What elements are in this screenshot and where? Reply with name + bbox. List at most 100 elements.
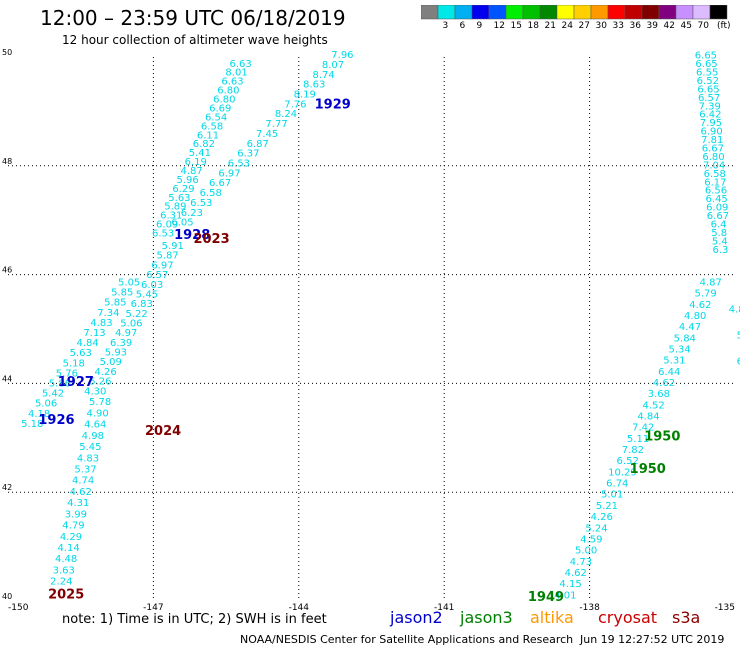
wave-height-value: 5.11 bbox=[627, 434, 649, 445]
lon-tick-label: -141 bbox=[434, 603, 454, 613]
wave-height-value: 7.96 bbox=[331, 50, 353, 61]
wave-height-value: 6.11 bbox=[197, 130, 219, 141]
wave-height-value: 4.14 bbox=[57, 543, 79, 554]
wave-height-value: 5 bbox=[737, 331, 740, 342]
wave-height-value: 6.23 bbox=[181, 208, 203, 219]
timestamp-footer: Jun 19 12:27:52 UTC 2019 bbox=[580, 633, 725, 646]
satellite-legend-item: jason3 bbox=[460, 608, 513, 627]
legend-unit: (ft) bbox=[717, 21, 731, 31]
wave-height-value: 6.80 bbox=[702, 152, 724, 163]
wave-height-value: 3.63 bbox=[53, 565, 75, 576]
wave-height-value: 6.52 bbox=[617, 456, 639, 467]
wave-height-value: 5.18 bbox=[21, 419, 43, 430]
wave-height-value: 6.42 bbox=[699, 110, 721, 121]
legend-label: 27 bbox=[578, 21, 590, 31]
wave-height-value: 4.84 bbox=[637, 412, 659, 423]
wave-height-value: 5.87 bbox=[156, 251, 178, 262]
wave-height-value: 4.79 bbox=[62, 521, 84, 532]
lon-tick-label: -144 bbox=[289, 603, 310, 613]
wave-height-value: 4.74 bbox=[72, 476, 94, 487]
wave-height-value: 4.29 bbox=[60, 532, 82, 543]
wave-height-value: 5.84 bbox=[674, 333, 696, 344]
wave-height-value: 5.63 bbox=[70, 348, 92, 359]
wave-height-value: 7.34 bbox=[97, 308, 119, 319]
wave-height-value: 4.31 bbox=[67, 498, 89, 509]
wave-height-value: 6.82 bbox=[193, 139, 215, 150]
legend-label: 6 bbox=[459, 21, 466, 31]
legend-label: 12 bbox=[493, 21, 505, 31]
lat-tick-label: 50 bbox=[2, 48, 12, 57]
wave-height-value: 5.4 bbox=[712, 236, 728, 247]
wave-height-value: 6.39 bbox=[110, 338, 132, 349]
wave-height-value: 6.97 bbox=[218, 168, 240, 179]
legend-label: 24 bbox=[561, 21, 573, 31]
wave-height-value: 5.85 bbox=[104, 298, 126, 309]
wave-height-value: 4.18 bbox=[28, 409, 50, 420]
wave-height-value: 6.83 bbox=[131, 299, 153, 310]
legend-label: 45 bbox=[680, 21, 692, 31]
legend-label: 18 bbox=[527, 21, 539, 31]
legend-label: 70 bbox=[697, 21, 709, 31]
lon-tick-label: -135 bbox=[715, 603, 735, 613]
wave-height-value: 4.84 bbox=[76, 338, 98, 349]
wave-height-value: 5.22 bbox=[125, 309, 147, 320]
wave-height-value: 6.19 bbox=[185, 157, 207, 168]
color-scale-legend bbox=[421, 5, 728, 20]
wave-height-value: 4.87 bbox=[181, 166, 203, 177]
pass-number-label: 1950 bbox=[644, 430, 680, 445]
legend-label: 9 bbox=[476, 21, 483, 31]
wave-height-value: 7.76 bbox=[284, 99, 306, 110]
wave-height-value: 5.09 bbox=[100, 357, 122, 368]
wave-height-value: 6.80 bbox=[217, 86, 239, 97]
wave-height-value: 6.54 bbox=[205, 112, 227, 123]
lat-tick-label: 44 bbox=[2, 374, 12, 383]
wave-height-value: 5.42 bbox=[42, 389, 64, 400]
wave-height-value: 6.90 bbox=[700, 127, 722, 138]
wave-height-value: 6.80 bbox=[213, 95, 235, 106]
legend-label: 3 bbox=[442, 21, 449, 31]
wave-height-value: 6.87 bbox=[247, 139, 269, 150]
wave-height-value: 6.53 bbox=[228, 159, 250, 170]
wave-height-value: 6.74 bbox=[606, 479, 628, 490]
wave-height-value: 4.62 bbox=[689, 300, 711, 311]
wave-height-value: 4.83 bbox=[90, 318, 112, 329]
wave-height-value: 5.45 bbox=[79, 442, 101, 453]
wave-height-value: 6.52 bbox=[697, 76, 719, 87]
wave-height-value: 5.79 bbox=[694, 289, 716, 300]
wave-height-value: 6.63 bbox=[221, 77, 243, 88]
wave-height-value: 5.86 bbox=[49, 379, 71, 390]
wave-height-value: 4.30 bbox=[84, 386, 106, 397]
lat-tick-label: 40 bbox=[2, 592, 12, 601]
wave-height-value: 4.62 bbox=[565, 568, 587, 579]
wave-height-value: 5.31 bbox=[663, 356, 685, 367]
wave-height-value: 4.47 bbox=[679, 322, 701, 333]
wave-height-value: 6.55 bbox=[696, 68, 718, 79]
wave-height-value: 4.15 bbox=[559, 579, 581, 590]
wave-height-value: 7.13 bbox=[83, 328, 105, 339]
wave-height-value: 4.73 bbox=[570, 557, 592, 568]
wave-height-value: 5.85 bbox=[111, 288, 133, 299]
wave-height-value: 5.21 bbox=[596, 501, 618, 512]
page-title: 12:00 – 23:59 UTC 06/18/2019 bbox=[40, 6, 346, 30]
wave-height-value: 6.57 bbox=[146, 270, 168, 281]
wave-height-value: 3.99 bbox=[65, 509, 87, 520]
wave-height-value: 4.83 bbox=[77, 453, 99, 464]
wave-height-value: 7.39 bbox=[699, 101, 721, 112]
wave-height-value: 4.97 bbox=[115, 328, 137, 339]
wave-height-value: 5.96 bbox=[176, 175, 198, 186]
wave-height-value: 4.80 bbox=[684, 311, 706, 322]
page-subtitle: 12 hour collection of altimeter wave hei… bbox=[62, 33, 328, 47]
legend-label: 39 bbox=[646, 21, 658, 31]
wave-height-value: 4.01 bbox=[554, 590, 576, 601]
pass-number-label: 1928 bbox=[174, 228, 210, 243]
wave-height-value: 5.45 bbox=[136, 289, 158, 300]
pass-number-label: 1929 bbox=[315, 98, 351, 113]
legend-swatch bbox=[709, 5, 728, 20]
wave-height-value: 4.52 bbox=[643, 400, 665, 411]
wave-height-value: 7.81 bbox=[701, 135, 723, 146]
wave-height-value: 6.45 bbox=[706, 194, 728, 205]
lat-tick-label: 48 bbox=[2, 157, 12, 166]
wave-height-value: 6.63 bbox=[230, 59, 252, 70]
wave-height-value: 4.26 bbox=[94, 367, 116, 378]
wave-height-value: 5.41 bbox=[189, 148, 211, 159]
